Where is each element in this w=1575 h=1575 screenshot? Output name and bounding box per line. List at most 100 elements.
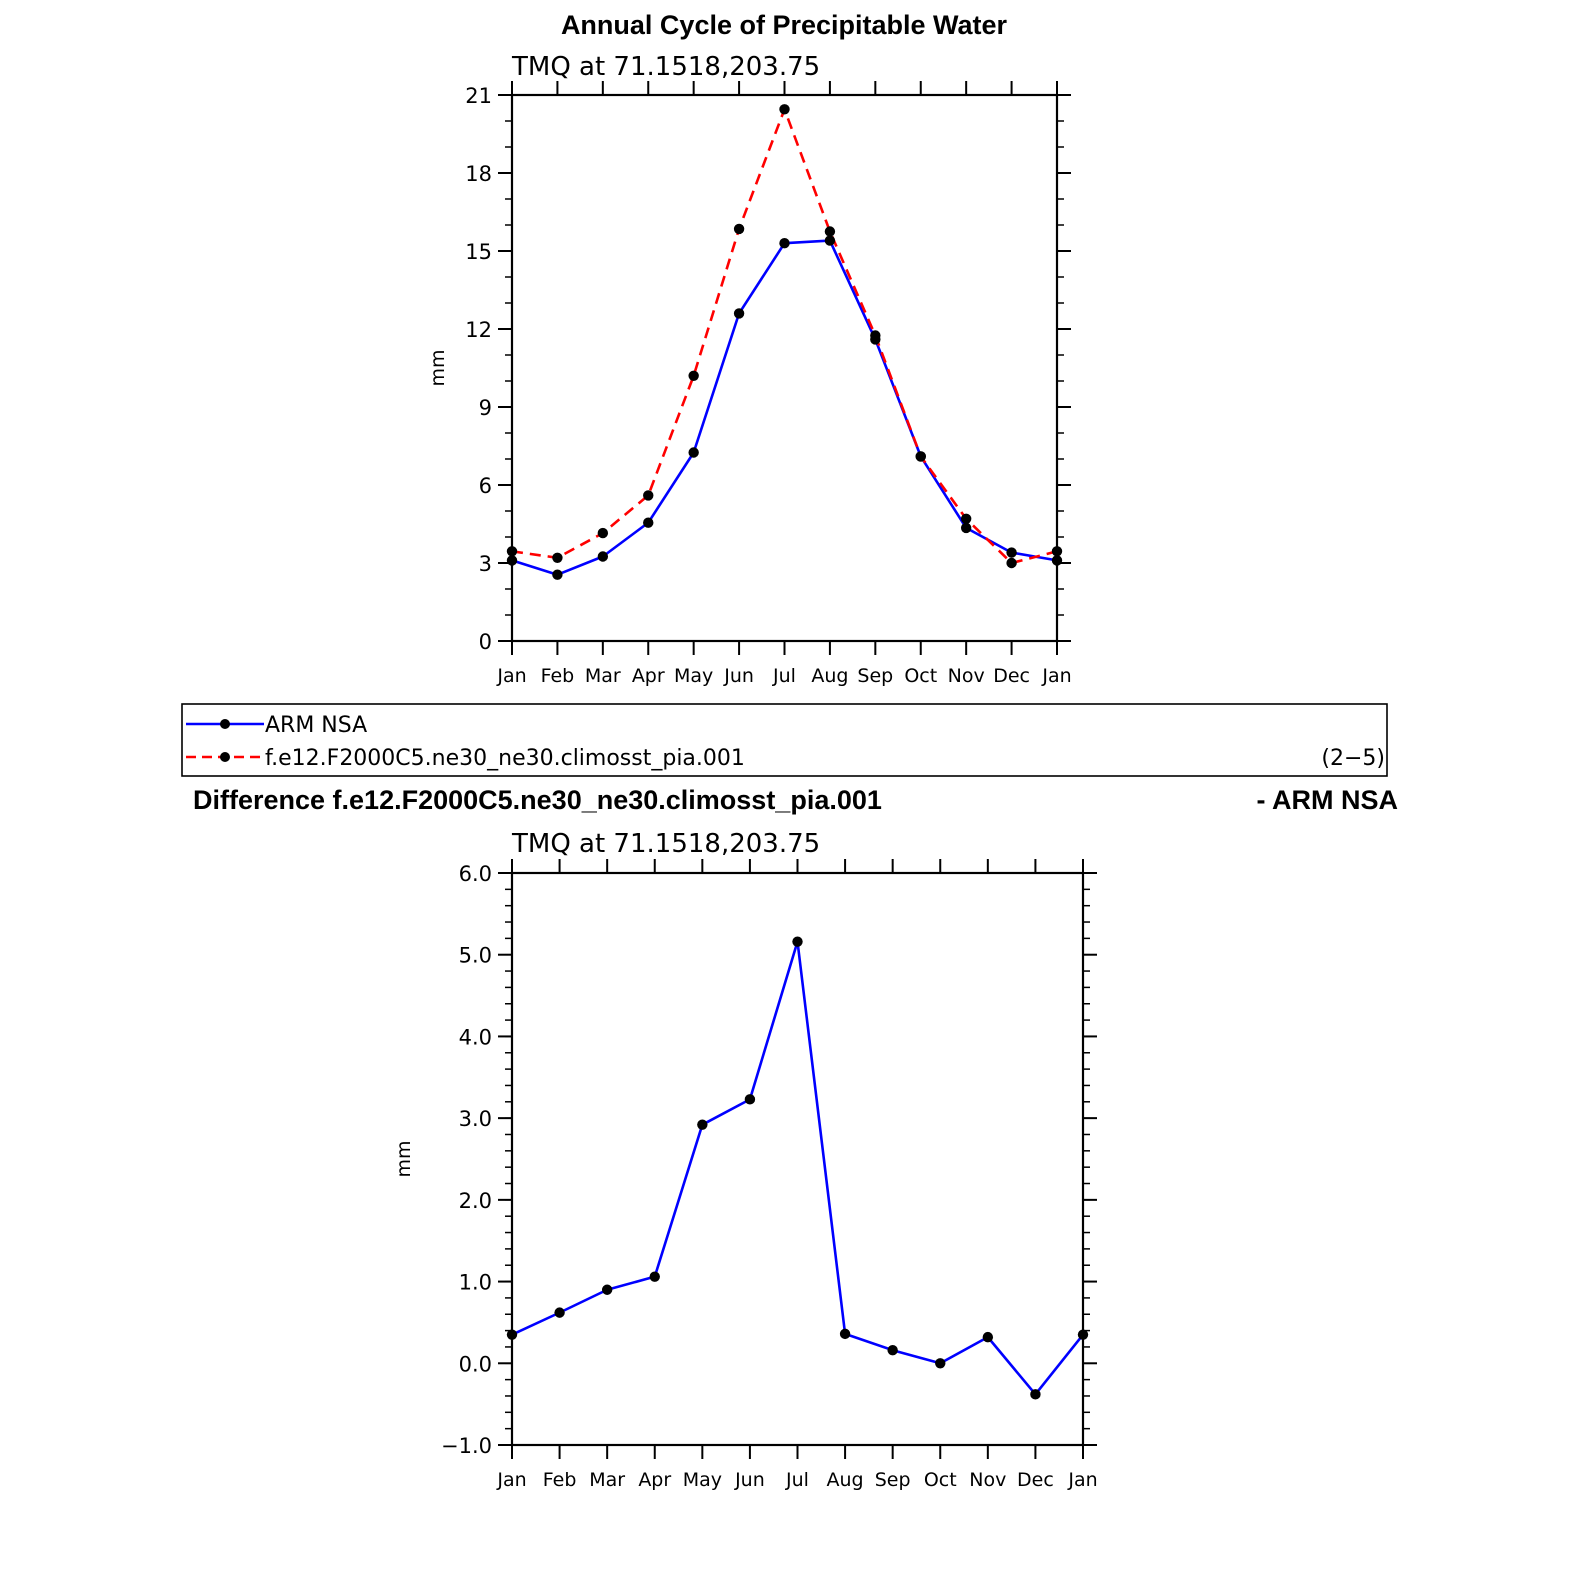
- legend-box: ARM NSA f.e12.F2000C5.ne30_ne30.climosst…: [181, 703, 1388, 777]
- chart1-xtick-label: Nov: [948, 665, 985, 687]
- chart1-series-0-point: [506, 555, 518, 566]
- chart1-series-0-point: [779, 238, 790, 249]
- chart2-xtick-label: Apr: [638, 1469, 671, 1491]
- chart1-series-1-point: [824, 226, 836, 237]
- chart1-xtick-label: Dec: [993, 665, 1030, 687]
- chart2-ytick-label: 2.0: [459, 1189, 492, 1213]
- chart1-series-0-point: [1051, 555, 1063, 566]
- chart2-xtick-label: Feb: [543, 1469, 577, 1491]
- chart2-series-0-point: [744, 1094, 756, 1105]
- legend-label-model: f.e12.F2000C5.ne30_ne30.climosst_pia.001: [265, 746, 745, 771]
- chart2-xtick-label: Dec: [1017, 1469, 1054, 1491]
- chart2-ytick-label: 4.0: [459, 1025, 492, 1049]
- chart1-series-1-point: [1051, 546, 1063, 557]
- chart2-series-0-point: [839, 1328, 851, 1340]
- chart1-xtick-label: Mar: [585, 665, 621, 687]
- chart2-series-0-point: [792, 936, 803, 947]
- chart2-series-0-point: [982, 1331, 994, 1343]
- chart1-series-1-point: [870, 330, 881, 341]
- chart1-subtitle: TMQ at 71.1518,203.75: [511, 52, 820, 82]
- chart1-ytick-label: 21: [465, 84, 492, 108]
- chart2-xtick-label: Jan: [1067, 1469, 1097, 1491]
- chart1-series-1-point: [1006, 557, 1017, 569]
- chart1-ytick-label: 12: [465, 318, 492, 342]
- chart2-xtick-label: May: [683, 1469, 722, 1491]
- chart2-xtick-label: Jan: [496, 1469, 526, 1491]
- chart2-series-0-point: [1077, 1329, 1089, 1340]
- chart1-xtick-label: Jun: [723, 665, 754, 687]
- chart1-series-1-point: [733, 223, 745, 235]
- chart1-series-0-point: [824, 235, 836, 246]
- chart1-series-1-point: [643, 490, 654, 501]
- chart1-ytick-label: 18: [465, 162, 492, 186]
- chart1-series-0-point: [960, 522, 972, 534]
- chart1-series-0-point: [688, 447, 699, 458]
- chart2-ytick-label: 5.0: [459, 944, 492, 968]
- legend-label-obs: ARM NSA: [265, 713, 367, 738]
- chart2-ytick-label: 6.0: [459, 862, 492, 886]
- chart1-ytick-label: 3: [479, 552, 492, 576]
- chart2-series-0-point: [1030, 1389, 1041, 1400]
- chart1-xtick-label: May: [674, 665, 713, 687]
- chart1-series-0-line: [511, 239, 1058, 577]
- chart1-xtick-label: Oct: [904, 665, 937, 687]
- legend-marker-obs: [220, 719, 230, 729]
- chart2-series-0-point: [697, 1119, 708, 1130]
- chart1-xtick-label: Aug: [811, 665, 848, 687]
- chart1-xtick-label: Jan: [496, 665, 526, 687]
- chart2-xtick-label: Aug: [827, 1469, 864, 1491]
- difference-chart: TMQ at 71.1518,203.75 mm −1.0 0.0 1.0 2.0 3.…: [393, 829, 1098, 1491]
- chart2-xtick-label: Jun: [734, 1469, 765, 1491]
- chart2-series-0-line: [511, 940, 1085, 1396]
- chart1-ytick-label: 15: [465, 240, 492, 264]
- annual-cycle-chart: TMQ at 71.1518,203.75 mm 0 3 6 9 12 15 18 21 Jan…: [427, 52, 1072, 687]
- chart2-xtick-label: Sep: [875, 1469, 911, 1491]
- chart2-series-0-point: [935, 1358, 946, 1369]
- chart1-series-1-line: [511, 108, 1058, 565]
- chart1-xtick-label: Jul: [772, 665, 796, 687]
- chart2-ytick-label: 0.0: [459, 1352, 492, 1376]
- chart1-xtick-label: Apr: [632, 665, 665, 687]
- chart1-series-1-point: [915, 451, 926, 462]
- chart1-series-1-point: [506, 546, 518, 557]
- chart2-series-0-point: [887, 1345, 898, 1356]
- chart2-ytick-label: 3.0: [459, 1107, 492, 1131]
- chart1-series-1-point: [552, 552, 563, 563]
- chart2-series-0-point: [601, 1284, 613, 1295]
- chart2-xtick-label: Nov: [969, 1469, 1006, 1491]
- chart1-series-0-point: [1006, 547, 1017, 558]
- chart2-series-0-point: [554, 1307, 565, 1318]
- chart2-xtick-label: Oct: [924, 1469, 957, 1491]
- chart1-ytick-label: 0: [479, 630, 492, 654]
- chart2-ytick-label: −1.0: [441, 1434, 492, 1458]
- chart2-plot-frame: [510, 871, 1085, 1447]
- chart2-xtick-label: Mar: [589, 1469, 625, 1491]
- chart2-series-0-point: [506, 1329, 518, 1340]
- panel-label: (2−5): [1321, 746, 1385, 771]
- main-title: Annual Cycle of Precipitable Water: [561, 10, 1008, 40]
- chart2-series-0-point: [649, 1271, 660, 1282]
- chart1-ytick-label: 6: [479, 474, 492, 498]
- chart1-series-0-point: [733, 308, 745, 319]
- legend-frame: [181, 703, 1388, 777]
- difference-title-suffix: - ARM NSA: [1257, 785, 1399, 815]
- chart1-series-0-point: [597, 551, 609, 562]
- difference-title: Difference f.e12.F2000C5.ne30_ne30.climo…: [193, 785, 882, 815]
- chart1-series-0-point: [552, 569, 563, 580]
- chart2-ytick-label: 1.0: [459, 1271, 492, 1295]
- chart1-series-1-point: [597, 527, 609, 539]
- chart1-xtick-label: Feb: [541, 665, 575, 687]
- chart1-series-1-point: [688, 370, 699, 381]
- chart1-ytick-label: 9: [479, 396, 492, 420]
- chart1-xtick-label: Jan: [1041, 665, 1071, 687]
- chart2-subtitle: TMQ at 71.1518,203.75: [511, 829, 820, 859]
- legend-marker-model: [220, 752, 230, 762]
- chart1-series-1-point: [779, 104, 790, 115]
- chart1-xtick-label: Sep: [857, 665, 893, 687]
- chart2-ylabel: mm: [393, 1140, 415, 1177]
- chart1-series-0-point: [643, 517, 654, 528]
- chart1-series-1-point: [960, 513, 972, 524]
- chart1-ylabel: mm: [427, 349, 449, 386]
- chart2-xtick-label: Jul: [785, 1469, 809, 1491]
